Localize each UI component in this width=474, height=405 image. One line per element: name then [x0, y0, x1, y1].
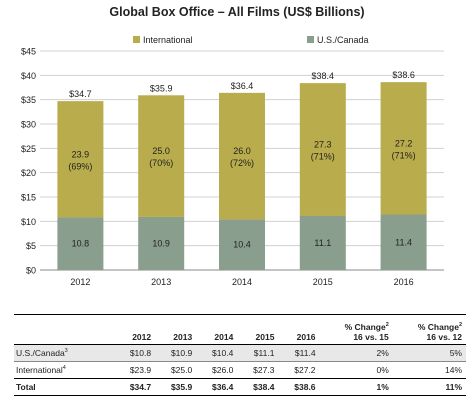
x-tick-label: 2016 — [394, 277, 414, 287]
data-label-total: $36.4 — [231, 81, 254, 91]
data-label-us-canada: 10.8 — [72, 239, 90, 249]
bar-international — [57, 101, 104, 218]
x-tick-label: 2013 — [151, 277, 171, 287]
data-label-international-share: (69%) — [68, 161, 92, 171]
legend-label-international: International — [143, 35, 193, 45]
table-cell: 1% — [319, 378, 393, 396]
table-header-year: 2012 — [114, 314, 156, 345]
table-header-blank — [14, 314, 114, 345]
box-office-table: 2012 2013 2014 2015 2016% Change2 16 vs. 15% … — [14, 314, 466, 396]
table-row-label: U.S./Canada3 — [14, 344, 114, 362]
table-cell: $25.0 — [155, 361, 197, 379]
table-cell: 5% — [392, 344, 466, 362]
table-cell: $23.9 — [114, 361, 156, 379]
data-label-international: 23.9 — [72, 149, 90, 159]
x-tick-label: 2014 — [232, 277, 252, 287]
data-label-international: 25.0 — [152, 146, 170, 156]
y-tick-label: $35 — [21, 95, 36, 105]
table-cell: 14% — [392, 361, 466, 379]
table-header-change: % Change2 16 vs. 15 — [319, 314, 393, 345]
table-row: U.S./Canada3 $10.8 $10.9 $10.4 $11.1 $11.4 2% 5… — [14, 344, 466, 362]
table-header-year: 2013 — [155, 314, 197, 345]
table-cell: $11.4 — [278, 344, 320, 362]
bar-international — [380, 82, 427, 215]
table-row: Total $34.7 $35.9 $36.4 $38.4 $38.6 1% 11% — [14, 378, 466, 396]
x-tick-label: 2012 — [70, 277, 90, 287]
table-header-change: % Change2 16 vs. 12 — [392, 314, 466, 345]
chart-title: Global Box Office – All Films (US$ Billi… — [109, 5, 365, 19]
y-tick-label: $40 — [21, 71, 36, 81]
data-label-total: $38.6 — [392, 70, 415, 80]
bar-international — [138, 95, 185, 217]
y-tick-label: $20 — [21, 168, 36, 178]
y-axis: $0 $5 $10 $15 $20 $25 $30 $35 $40 $45 — [21, 47, 36, 276]
table-cell: $38.6 — [278, 378, 320, 396]
legend: International U.S./Canada — [133, 35, 369, 45]
table-header-row: 2012 2013 2014 2015 2016% Change2 16 vs. 15% … — [14, 314, 466, 345]
stacked-bar-chart: $0 $5 $10 $15 $20 $25 $30 $35 $40 $45 Internation… — [21, 35, 444, 287]
y-tick-label: $15 — [21, 193, 36, 203]
x-axis: 2012 2013 2014 2015 2016 — [70, 277, 413, 287]
data-label-us-canada: 10.4 — [233, 240, 251, 250]
y-tick-label: $25 — [21, 144, 36, 154]
y-tick-label: $5 — [26, 241, 36, 251]
table-cell: $38.4 — [237, 378, 279, 396]
table-cell: $27.3 — [237, 361, 279, 379]
y-tick-label: $0 — [26, 266, 36, 276]
bar-us-canada — [138, 216, 185, 270]
table-cell: $35.9 — [155, 378, 197, 396]
data-label-international-share: (71%) — [392, 150, 416, 160]
data-label-total: $38.4 — [312, 71, 335, 81]
data-label-international-share: (71%) — [311, 152, 335, 162]
legend-swatch-us-canada — [307, 36, 314, 43]
table-header-year: 2016 — [278, 314, 320, 345]
table-header-year: 2015 — [237, 314, 279, 345]
bar-us-canada — [299, 215, 346, 270]
data-label-us-canada: 10.9 — [152, 238, 170, 248]
table-cell: $11.1 — [237, 344, 279, 362]
data-label-us-canada: 11.1 — [314, 238, 331, 248]
y-tick-label: $10 — [21, 217, 36, 227]
table-cell: $34.7 — [114, 378, 156, 396]
table-cell: $27.2 — [278, 361, 320, 379]
table-header-year: 2014 — [196, 314, 238, 345]
table-cell: 11% — [392, 378, 466, 396]
data-label-international-share: (70%) — [149, 158, 173, 168]
legend-swatch-international — [133, 36, 140, 43]
table-cell: $10.9 — [155, 344, 197, 362]
bar-international — [219, 92, 265, 220]
table-cell: 2% — [319, 344, 393, 362]
data-label-international: 27.2 — [395, 138, 413, 148]
data-label-us-canada: 11.4 — [395, 237, 412, 247]
table-cell: $36.4 — [196, 378, 238, 396]
table-cell: 0% — [319, 361, 393, 379]
table-cell: $26.0 — [196, 361, 238, 379]
y-tick-label: $30 — [21, 120, 36, 130]
table-row-label: Total — [14, 378, 114, 396]
bar-international — [299, 83, 346, 216]
table-row-label: International4 — [14, 361, 114, 379]
table-row: International4 $23.9 $25.0 $26.0 $27.3 $27.2 0… — [14, 361, 466, 379]
bars: 10.8 23.9 (69%) $34.7 10.9 25.0 (70%) $35.9 10.4… — [57, 70, 427, 270]
x-tick-label: 2015 — [313, 277, 333, 287]
data-label-international-share: (72%) — [230, 158, 254, 168]
data-label-international: 27.3 — [314, 140, 332, 150]
bar-us-canada — [219, 219, 265, 270]
table-cell: $10.8 — [114, 344, 156, 362]
bar-us-canada — [380, 214, 427, 270]
data-label-international: 26.0 — [233, 146, 251, 156]
data-label-total: $35.9 — [150, 83, 173, 93]
legend-label-us-canada: U.S./Canada — [317, 35, 369, 45]
y-tick-label: $45 — [21, 47, 36, 57]
table-cell: $10.4 — [196, 344, 238, 362]
data-table-container: 2012 2013 2014 2015 2016% Change2 16 vs. 15% … — [14, 314, 466, 396]
bar-us-canada — [57, 217, 104, 270]
data-label-total: $34.7 — [69, 89, 92, 99]
